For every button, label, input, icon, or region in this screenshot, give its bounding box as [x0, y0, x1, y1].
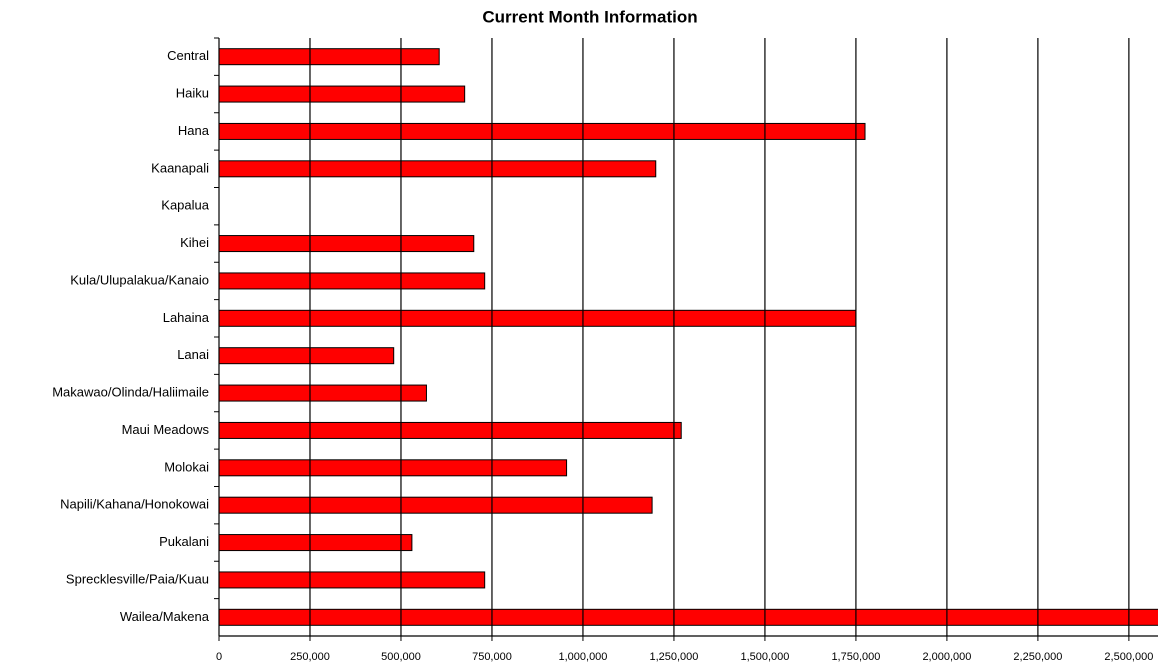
y-tick-label: Lanai: [177, 347, 209, 362]
chart-title: Current Month Information: [482, 7, 697, 26]
y-tick-label: Central: [167, 48, 209, 63]
x-tick-label: 2,500,000: [1104, 651, 1153, 663]
bar: [219, 608, 1158, 626]
bar: [219, 459, 568, 477]
x-tick-label: 750,000: [472, 651, 512, 663]
x-tick-label: 1,750,000: [831, 651, 880, 663]
bar: [219, 347, 395, 365]
y-tick-label: Makawao/Olinda/Haliimaile: [52, 385, 209, 400]
y-tick-label: Pukalani: [159, 534, 209, 549]
bar: [219, 571, 486, 589]
y-tick-label: Kihei: [180, 235, 209, 250]
x-tick-label: 2,000,000: [922, 651, 971, 663]
y-tick-label: Lahaina: [163, 310, 210, 325]
x-tick-label: 1,500,000: [740, 651, 789, 663]
bar: [219, 48, 440, 66]
bar: [219, 235, 475, 253]
y-tick-label: Hana: [178, 123, 210, 138]
plot-area: [219, 48, 1158, 626]
y-tick-label: Sprecklesville/Paia/Kuau: [66, 571, 209, 586]
y-tick-label: Wailea/Makena: [120, 609, 210, 624]
y-tick-label: Kaanapali: [151, 160, 209, 175]
bar: [219, 384, 427, 402]
bar: [219, 272, 486, 290]
bar: [219, 496, 653, 514]
x-tick-label: 250,000: [290, 651, 330, 663]
bar: [219, 534, 413, 552]
y-tick-label: Molokai: [164, 459, 209, 474]
x-tick-label: 2,250,000: [1013, 651, 1062, 663]
y-tick-label: Haiku: [176, 86, 209, 101]
bar: [219, 421, 682, 439]
y-tick-label: Kula/Ulupalakua/Kanaio: [70, 272, 209, 287]
bar: [219, 309, 857, 327]
x-tick-label: 1,250,000: [649, 651, 698, 663]
y-tick-label: Napili/Kahana/Honokowai: [60, 497, 209, 512]
bar: [219, 122, 866, 140]
bar: [219, 85, 466, 103]
x-tick-label: 1,000,000: [558, 651, 607, 663]
x-tick-label: 500,000: [381, 651, 421, 663]
y-tick-label: Maui Meadows: [122, 422, 210, 437]
bar: [219, 160, 657, 178]
x-tick-label: 0: [216, 651, 222, 663]
y-tick-label: Kapalua: [161, 198, 209, 213]
